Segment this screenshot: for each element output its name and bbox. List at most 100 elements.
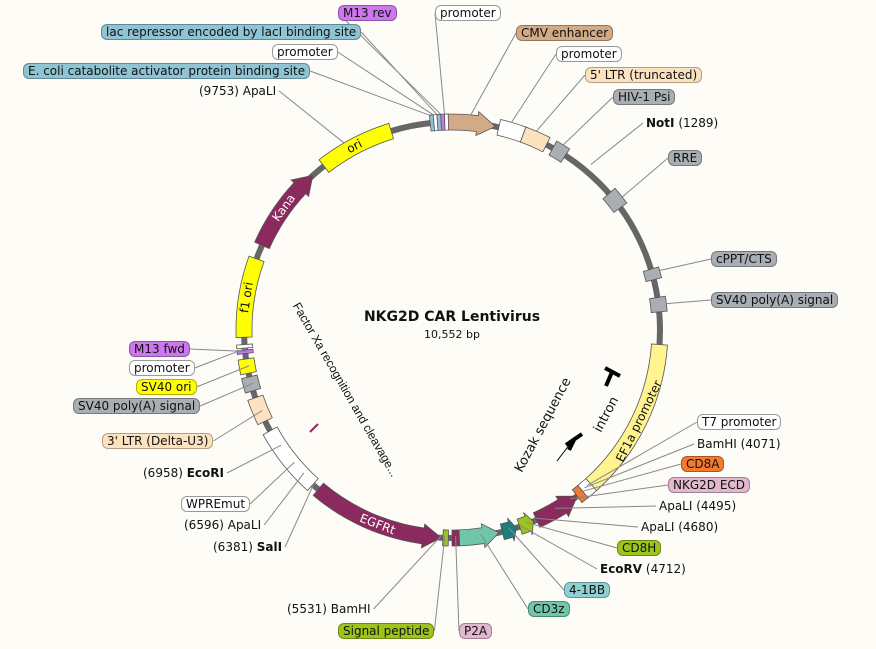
site-name: EcoRI <box>186 466 224 480</box>
leader-line <box>199 382 254 407</box>
feature-ori <box>318 122 395 173</box>
kozak-mark <box>564 432 584 451</box>
restriction-site-label: (6596) ApaLI <box>181 517 264 533</box>
feature-label: lac repressor encoded by lacI binding si… <box>101 24 362 40</box>
feature-wpremut <box>262 426 319 492</box>
restriction-site-label: (6958) EcoRI <box>140 465 227 481</box>
leader-line <box>511 53 557 123</box>
leader-line <box>536 74 586 132</box>
feature-5-ltr-truncated- <box>519 126 551 153</box>
feature-label: M13 rev <box>338 5 397 21</box>
leader-line <box>433 535 446 632</box>
leader-line <box>470 32 517 116</box>
feature-label: CMV enhancer <box>516 25 614 41</box>
feature-kana <box>254 174 314 250</box>
site-position: (6958) <box>143 466 183 480</box>
kozak-line <box>556 439 574 462</box>
restriction-site-label: ApaLI (4495) <box>656 498 739 514</box>
site-position: (4680) <box>678 520 719 534</box>
feature-label: T7 promoter <box>697 414 782 430</box>
site-name: SalI <box>256 540 283 554</box>
leader-line <box>278 90 345 144</box>
leader-line <box>434 12 445 115</box>
leader-line <box>226 444 282 474</box>
feature-label: SV40 poly(A) signal <box>73 398 201 414</box>
plasmid-name: NKG2D CAR Lentivirus <box>363 309 541 325</box>
restriction-site-label: (6381) SalI <box>210 539 285 555</box>
feature-label: 4-1BB <box>564 582 611 598</box>
plasmid-size: 10,552 bp <box>424 328 480 341</box>
site-position: (9753) <box>199 84 239 98</box>
leader-line <box>309 70 430 116</box>
site-name: EcoRV <box>600 562 643 576</box>
feature-cd8h <box>516 512 534 535</box>
leader-line <box>535 517 639 528</box>
leader-line <box>213 410 263 442</box>
feature-label: M13 fwd <box>129 341 190 357</box>
feature-label: RRE <box>668 150 703 166</box>
feature-label: Signal peptide <box>338 623 435 639</box>
feature-label-in-arc: EF1a promoter <box>613 378 665 464</box>
site-name: BamHI <box>330 602 371 616</box>
feature-cd3z <box>458 523 500 549</box>
restriction-site-label: EcoRV (4712) <box>597 561 689 577</box>
feature-promoter <box>444 113 449 131</box>
leader-line <box>659 258 712 271</box>
feature-label: E. coli catabolite activator protein bin… <box>23 63 311 79</box>
leader-line <box>578 463 682 493</box>
restriction-site-label: (5531) BamHI <box>284 601 374 617</box>
feature-label: promoter <box>272 44 338 60</box>
feature-f1-ori <box>235 255 265 338</box>
leader-line <box>525 521 618 549</box>
site-position: (4071) <box>740 437 781 451</box>
leader-line <box>621 157 669 198</box>
feature-label: promoter <box>129 360 195 376</box>
leader-line <box>480 533 529 610</box>
feature-label: cPPT/CTS <box>711 251 777 267</box>
site-position: (6596) <box>184 518 224 532</box>
feature-hiv-1-psi <box>548 140 571 163</box>
leader-line <box>666 299 712 305</box>
site-position: (1289) <box>678 116 719 130</box>
feature-nkg2d-ecd <box>532 495 578 528</box>
restriction-site-label: NotI (1289) <box>643 115 721 131</box>
feature-4-1bb <box>499 517 517 542</box>
site-name: ApaLI <box>641 520 675 534</box>
leader-line <box>508 527 565 591</box>
feature-label: NKG2D ECD <box>668 477 751 493</box>
site-position: (6381) <box>213 540 253 554</box>
feature-label: 5' LTR (truncated) <box>585 67 703 83</box>
leader-line <box>554 505 657 509</box>
feature-label: CD8H <box>617 540 662 556</box>
feature-promoter <box>236 343 254 350</box>
intron-mark <box>604 366 621 387</box>
leader-line <box>455 535 460 632</box>
feature-cmv-enhancer <box>440 110 496 137</box>
feature-label: SV40 ori <box>136 379 197 395</box>
leader-line <box>284 482 315 548</box>
leader-line <box>249 462 295 505</box>
leader-line <box>196 365 250 388</box>
feature-egfrt <box>312 482 442 549</box>
leader-line <box>373 535 442 610</box>
leader-line <box>562 96 614 146</box>
restriction-site-label: BamHI (4071) <box>694 436 784 452</box>
feature-label: HIV-1 Psi <box>613 89 676 105</box>
restriction-site-label: (9753) ApaLI <box>196 83 279 99</box>
site-name: ApaLI <box>659 499 693 513</box>
site-name: NotI <box>646 116 675 130</box>
feature-cppt-cts <box>642 266 663 283</box>
feature-label: WPREmut <box>181 496 251 512</box>
leader-line <box>337 51 434 116</box>
site-name: ApaLI <box>227 518 262 532</box>
site-name: ApaLI <box>242 84 277 98</box>
feature-label: promoter <box>435 5 501 21</box>
site-position: (4495) <box>696 499 737 513</box>
restriction-site-label: ApaLI (4680) <box>638 519 721 535</box>
feature-label: 3' LTR (Delta-U3) <box>102 433 214 449</box>
leader-line <box>590 122 644 165</box>
feature-3-ltr-delta-u3- <box>247 394 273 426</box>
feature-sv40-poly-a-signal <box>649 295 668 314</box>
leader-line <box>263 472 305 526</box>
